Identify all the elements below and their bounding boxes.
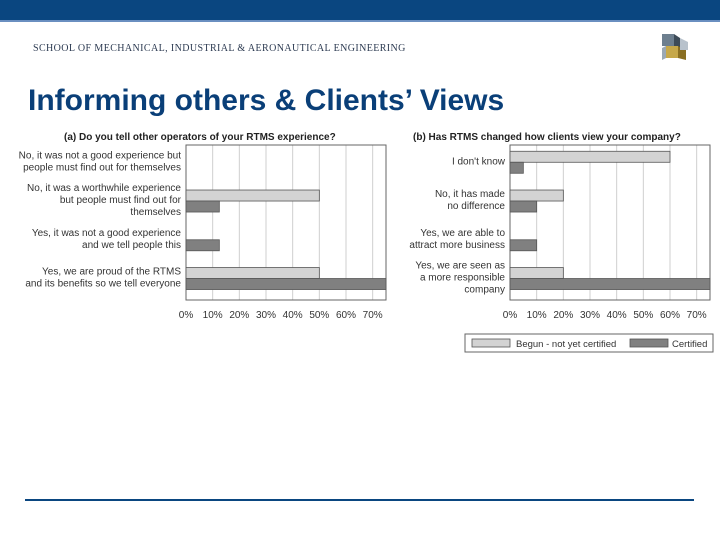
bar-certified (509, 278, 711, 290)
legend-label-certified: Certified (672, 339, 707, 350)
x-tick-label: 40% (283, 310, 303, 321)
chart-title: (a) Do you tell other operators of your … (64, 132, 336, 143)
bar-begun (509, 267, 564, 279)
chart-title: (b) Has RTMS changed how clients view yo… (413, 132, 681, 143)
legend-box (464, 333, 714, 353)
category-label: and its benefits so we tell everyone (25, 279, 181, 290)
x-tick-label: 20% (553, 310, 573, 321)
bar-certified (509, 200, 538, 213)
x-tick-label: 20% (229, 310, 249, 321)
chart-b: (b) Has RTMS changed how clients view yo… (409, 132, 711, 321)
school-name: SCHOOL OF MECHANICAL, INDUSTRIAL & AERON… (33, 43, 406, 54)
bar-begun (509, 150, 671, 163)
bar-certified (185, 278, 387, 290)
bar-begun (185, 267, 320, 279)
category-label: Yes, we are seen as (415, 261, 505, 272)
bar-certified (509, 239, 538, 252)
category-label: and we tell people this (82, 240, 181, 251)
survey-charts: (a) Do you tell other operators of your … (19, 132, 714, 353)
chart-a: (a) Do you tell other operators of your … (19, 132, 387, 321)
legend-swatch-begun (471, 338, 511, 348)
plot-frame (509, 144, 711, 301)
plot-frame (185, 144, 387, 301)
category-label: attract more business (409, 240, 505, 251)
bar-certified (185, 239, 220, 252)
x-tick-label: 50% (633, 310, 653, 321)
banner-underline (0, 20, 720, 22)
x-tick-label: 60% (660, 310, 680, 321)
category-label: but people must find out for (60, 195, 182, 206)
category-label: No, it was not a good experience but (19, 150, 182, 161)
category-label: people must find out for themselves (23, 162, 181, 173)
x-tick-label: 70% (687, 310, 707, 321)
legend-swatch-certified (629, 338, 669, 348)
chart-legend: Begun - not yet certified Certified (464, 333, 714, 353)
top-banner (0, 0, 720, 20)
school-logo-icon (662, 34, 688, 60)
category-label: no difference (447, 201, 505, 212)
category-label: No, it was a worthwhile experience (27, 183, 181, 194)
x-tick-label: 10% (203, 310, 223, 321)
bar-begun (185, 189, 320, 202)
category-label: Yes, it was not a good experience (32, 228, 182, 239)
x-tick-label: 0% (179, 310, 194, 321)
category-label: company (464, 285, 505, 296)
bar-certified (185, 200, 220, 213)
category-label: Yes, we are able to (420, 228, 505, 239)
x-tick-label: 70% (363, 310, 383, 321)
x-tick-label: 30% (580, 310, 600, 321)
footer-rule (25, 499, 694, 501)
bar-begun (509, 189, 564, 202)
x-tick-label: 50% (309, 310, 329, 321)
x-tick-label: 0% (503, 310, 518, 321)
bar-certified (509, 161, 524, 174)
category-label: themselves (130, 207, 181, 218)
category-label: Yes, we are proud of the RTMS (42, 267, 181, 278)
category-label: No, it has made (435, 189, 505, 200)
slide-title: Informing others & Clients’ Views (28, 84, 505, 117)
legend-label-begun: Begun - not yet certified (516, 339, 616, 350)
category-label: a more responsible (420, 273, 505, 284)
x-tick-label: 10% (527, 310, 547, 321)
x-tick-label: 60% (336, 310, 356, 321)
x-tick-label: 40% (607, 310, 627, 321)
category-label: I don't know (452, 156, 506, 167)
x-tick-label: 30% (256, 310, 276, 321)
